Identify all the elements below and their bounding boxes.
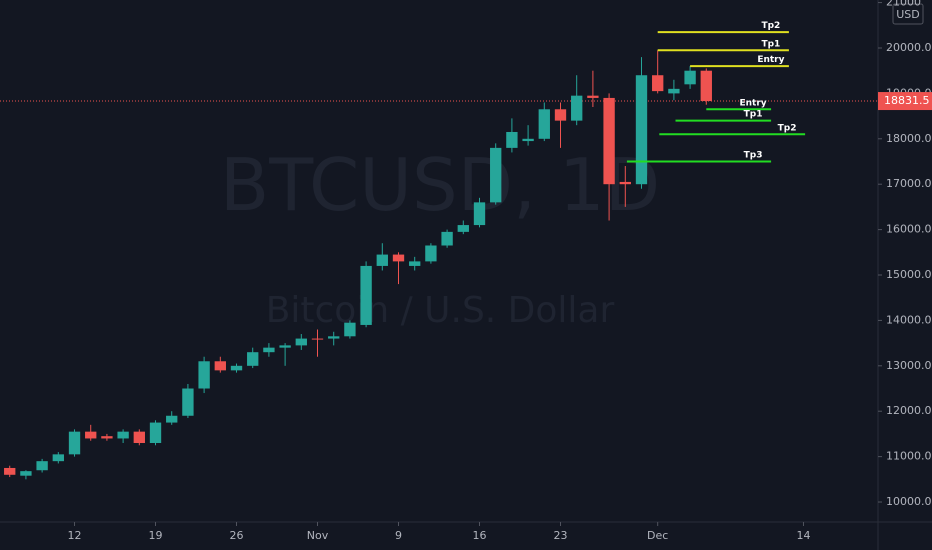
- last-price-label: 18831.5: [884, 94, 930, 107]
- level-label: Tp3: [744, 150, 763, 160]
- candle-body: [198, 361, 210, 389]
- candle-body: [457, 225, 469, 232]
- candle-body: [214, 361, 226, 371]
- x-tick-label: Nov: [307, 529, 329, 542]
- candle-body: [295, 338, 307, 346]
- y-tick-label: 16000.0: [886, 223, 932, 236]
- candle-body: [344, 322, 356, 337]
- y-tick-label: 18000.0: [886, 132, 932, 145]
- x-tick-label: 14: [796, 529, 810, 542]
- x-tick-label: 12: [68, 529, 82, 542]
- candle-body: [441, 231, 453, 246]
- candle-body: [635, 75, 648, 185]
- currency-box[interactable]: [892, 3, 924, 25]
- candle-body: [52, 454, 64, 462]
- candle-body: [587, 95, 599, 98]
- candle-body: [376, 254, 388, 266]
- x-tick-label: 9: [395, 529, 402, 542]
- y-tick-label: 11000.0: [886, 450, 932, 463]
- x-tick-label: Dec: [647, 529, 668, 542]
- y-tick-label: 12000.0: [886, 404, 932, 417]
- y-tick-label: 21000: [886, 0, 921, 9]
- candle-body: [554, 109, 567, 121]
- candle-body: [4, 467, 16, 475]
- y-tick-label: 15000.0: [886, 268, 932, 281]
- x-tick-label: 16: [472, 529, 486, 542]
- candle-body: [668, 88, 680, 94]
- candle-body: [101, 436, 113, 439]
- candle-body: [117, 431, 129, 439]
- candle-body: [311, 338, 324, 340]
- watermark-subtitle: Bitcoin / U.S. Dollar: [266, 290, 615, 331]
- level-label: Tp2: [778, 123, 797, 133]
- candle-body: [490, 147, 502, 203]
- candle-body: [166, 415, 178, 423]
- candle-body: [603, 97, 615, 185]
- candle-body: [36, 461, 48, 471]
- candle-body: [684, 70, 696, 85]
- x-tick-label: 19: [149, 529, 163, 542]
- candle-body: [700, 70, 712, 102]
- candle-body: [133, 431, 145, 443]
- candle-body: [571, 95, 583, 121]
- level-label: Tp1: [761, 39, 780, 49]
- y-tick-label: 10000.0: [886, 495, 932, 508]
- level-label: Entry: [739, 98, 766, 108]
- watermark: BTCUSD, 1D: [220, 143, 660, 227]
- candle-body: [85, 431, 97, 439]
- candle-body: [360, 265, 372, 325]
- candle-body: [20, 471, 32, 476]
- candle-body: [182, 388, 194, 416]
- level-label: Tp2: [761, 21, 780, 31]
- x-tick-label: 26: [230, 529, 244, 542]
- candle-body: [230, 365, 243, 371]
- candle-body: [68, 431, 81, 455]
- y-tick-label: 14000.0: [886, 313, 932, 326]
- candle-body: [652, 75, 664, 92]
- candle-body: [409, 261, 421, 266]
- candle-body: [279, 345, 291, 348]
- y-tick-label: 13000.0: [886, 359, 932, 372]
- y-tick-label: 20000.0: [886, 41, 932, 54]
- candle-body: [149, 422, 162, 443]
- candle-body: [425, 245, 437, 262]
- candle-body: [522, 138, 534, 142]
- candle-body: [506, 131, 518, 148]
- candle-body: [619, 181, 631, 185]
- level-label: Entry: [757, 55, 784, 65]
- last-price-box: [878, 92, 932, 111]
- y-tick-label: 17000.0: [886, 177, 932, 190]
- x-tick-label: 23: [553, 529, 567, 542]
- candle-body: [392, 254, 405, 262]
- candle-body: [328, 336, 340, 339]
- candle-body: [538, 109, 550, 139]
- level-label: Tp1: [744, 110, 763, 120]
- candle-body: [263, 347, 275, 353]
- candle-body: [473, 202, 486, 226]
- currency: USD: [896, 8, 920, 21]
- candle-body: [247, 352, 259, 366]
